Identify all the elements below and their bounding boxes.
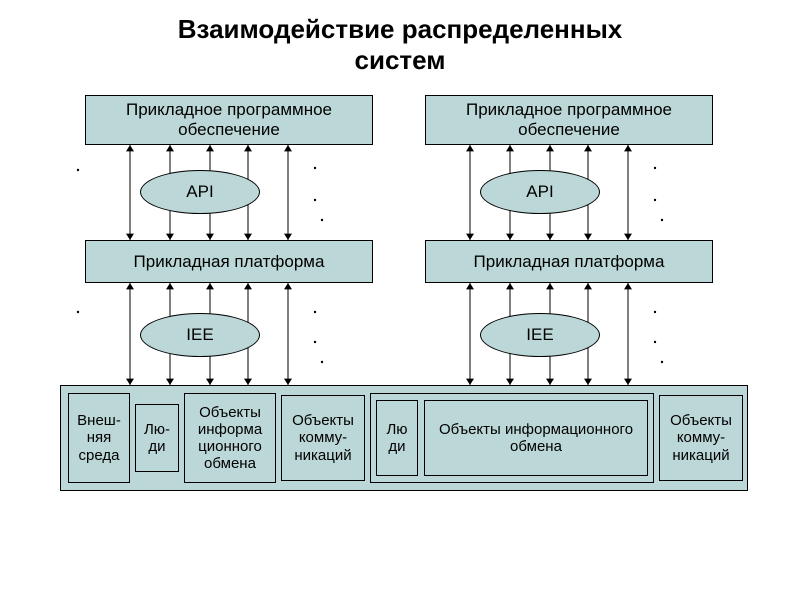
right-iee-label: IEE (526, 325, 553, 345)
bottom-people-left-label: Лю- ди (144, 421, 170, 456)
right-api-ellipse: API (480, 170, 600, 214)
right-api-label: API (526, 182, 553, 202)
right-app-label: Прикладное программное обеспечение (430, 100, 708, 139)
bottom-comm-right-label: Объекты комму- никаций (664, 412, 738, 464)
right-app-box: Прикладное программное обеспечение (425, 95, 713, 145)
bottom-comm-right-box: Объекты комму- никаций (659, 395, 743, 481)
page-title: Взаимодействие распределенных систем (0, 0, 800, 76)
left-api-label: API (186, 182, 213, 202)
bottom-people-right-label: Лю ди (386, 421, 407, 456)
bottom-info-left-label: Объекты информа ционного обмена (189, 404, 271, 473)
bottom-info-left-box: Объекты информа ционного обмена (184, 393, 276, 483)
right-iee-ellipse: IEE (480, 313, 600, 357)
left-iee-label: IEE (186, 325, 213, 345)
title-line-2: систем (355, 45, 446, 75)
left-api-ellipse: API (140, 170, 260, 214)
left-app-label: Прикладное программное обеспечение (90, 100, 368, 139)
left-iee-ellipse: IEE (140, 313, 260, 357)
left-app-box: Прикладное программное обеспечение (85, 95, 373, 145)
bottom-info-right-label: Объекты информационного обмена (429, 421, 643, 456)
bottom-info-right-box: Объекты информационного обмена (424, 400, 648, 476)
title-line-1: Взаимодействие распределенных (178, 14, 623, 44)
left-platform-box: Прикладная платформа (85, 240, 373, 283)
right-platform-label: Прикладная платформа (474, 252, 665, 272)
bottom-comm-left-box: Объекты комму- никаций (281, 395, 365, 481)
right-platform-box: Прикладная платформа (425, 240, 713, 283)
bottom-env-label: Внеш- няя среда (77, 412, 121, 464)
connectors-svg (0, 0, 800, 600)
left-platform-label: Прикладная платформа (134, 252, 325, 272)
bottom-comm-left-label: Объекты комму- никаций (286, 412, 360, 464)
bottom-people-left-box: Лю- ди (135, 404, 179, 472)
bottom-env-box: Внеш- няя среда (68, 393, 130, 483)
bottom-people-right-box: Лю ди (376, 400, 418, 476)
